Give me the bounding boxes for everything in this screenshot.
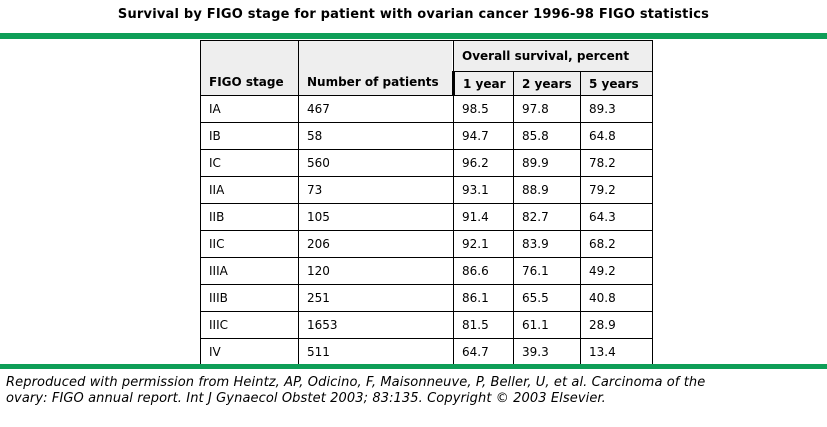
header-row-group: FIGO stage Number of patients Overall su…	[200, 40, 654, 96]
table-header: FIGO stage Number of patients Overall su…	[200, 40, 654, 96]
table-row-iic: IIC 206 92.1 83.9 68.2	[200, 230, 654, 258]
cell-2-years: 97.8	[513, 95, 581, 123]
cell-5-years: 89.3	[579, 95, 654, 123]
column-header-number-of-patients: Number of patients	[298, 40, 454, 96]
cell-1-year: 93.1	[453, 176, 514, 204]
page-title: Survival by FIGO stage for patient with …	[117, 7, 710, 22]
cell-patients: 58	[298, 122, 454, 150]
citation-text: Reproduced with permission from Heintz, …	[6, 375, 705, 407]
cell-2-years: 65.5	[513, 284, 581, 312]
cell-stage: IA	[200, 95, 299, 123]
table-row-iiic: IIIC 1653 81.5 61.1 28.9	[200, 311, 654, 339]
cell-1-year: 64.7	[453, 338, 514, 366]
cell-5-years: 79.2	[579, 176, 654, 204]
table-row-iv: IV 511 64.7 39.3 13.4	[200, 338, 654, 366]
cell-patients: 1653	[298, 311, 454, 339]
cell-2-years: 61.1	[513, 311, 581, 339]
table-row-iib: IIB 105 91.4 82.7 64.3	[200, 203, 654, 231]
column-header-1-year: 1 year	[452, 71, 514, 96]
column-header-5-years: 5 years	[579, 71, 654, 96]
column-header-figo-stage: FIGO stage	[200, 40, 299, 96]
cell-5-years: 78.2	[579, 149, 654, 177]
column-header-overall-survival: Overall survival, percent	[452, 40, 654, 72]
top-divider-bar	[0, 33, 827, 39]
cell-5-years: 28.9	[579, 311, 654, 339]
cell-patients: 511	[298, 338, 454, 366]
cell-1-year: 96.2	[453, 149, 514, 177]
cell-2-years: 82.7	[513, 203, 581, 231]
cell-2-years: 88.9	[513, 176, 581, 204]
bottom-divider-bar	[0, 364, 827, 369]
cell-2-years: 39.3	[513, 338, 581, 366]
cell-patients: 206	[298, 230, 454, 258]
cell-stage: IIIB	[200, 284, 299, 312]
cell-1-year: 91.4	[453, 203, 514, 231]
column-header-2-years: 2 years	[513, 71, 581, 96]
cell-1-year: 92.1	[453, 230, 514, 258]
cell-patients: 105	[298, 203, 454, 231]
cell-1-year: 94.7	[453, 122, 514, 150]
table-row-ic: IC 560 96.2 89.9 78.2	[200, 149, 654, 177]
table-row-iiib: IIIB 251 86.1 65.5 40.8	[200, 284, 654, 312]
citation-line-2: ovary: FIGO annual report. Int J Gynaeco…	[6, 391, 606, 406]
cell-5-years: 64.8	[579, 122, 654, 150]
table-row-ia: IA 467 98.5 97.8 89.3	[200, 95, 654, 123]
cell-5-years: 13.4	[579, 338, 654, 366]
cell-stage: IIA	[200, 176, 299, 204]
cell-2-years: 83.9	[513, 230, 581, 258]
cell-patients: 467	[298, 95, 454, 123]
cell-5-years: 49.2	[579, 257, 654, 285]
cell-5-years: 40.8	[579, 284, 654, 312]
cell-stage: IIC	[200, 230, 299, 258]
cell-patients: 120	[298, 257, 454, 285]
table-row-ib: IB 58 94.7 85.8 64.8	[200, 122, 654, 150]
cell-patients: 251	[298, 284, 454, 312]
cell-patients: 560	[298, 149, 454, 177]
citation-line-1: Reproduced with permission from Heintz, …	[6, 375, 706, 390]
table-row-iia: IIA 73 93.1 88.9 79.2	[200, 176, 654, 204]
cell-2-years: 76.1	[513, 257, 581, 285]
cell-stage: IB	[200, 122, 299, 150]
cell-2-years: 85.8	[513, 122, 581, 150]
cell-stage: IIIC	[200, 311, 299, 339]
cell-5-years: 64.3	[579, 203, 654, 231]
table-row-iiia: IIIA 120 86.6 76.1 49.2	[200, 257, 654, 285]
cell-stage: IIIA	[200, 257, 299, 285]
cell-2-years: 89.9	[513, 149, 581, 177]
cell-1-year: 86.1	[453, 284, 514, 312]
cell-1-year: 98.5	[453, 95, 514, 123]
cell-stage: IIB	[200, 203, 299, 231]
survival-table: FIGO stage Number of patients Overall su…	[200, 40, 654, 366]
cell-1-year: 86.6	[453, 257, 514, 285]
cell-1-year: 81.5	[453, 311, 514, 339]
cell-stage: IV	[200, 338, 299, 366]
cell-stage: IC	[200, 149, 299, 177]
header-row-years: 1 year 2 years 5 years	[201, 71, 654, 96]
cell-patients: 73	[298, 176, 454, 204]
cell-5-years: 68.2	[579, 230, 654, 258]
table-body: IA 467 98.5 97.8 89.3 IB 58 94.7 85.8 64…	[200, 95, 654, 366]
